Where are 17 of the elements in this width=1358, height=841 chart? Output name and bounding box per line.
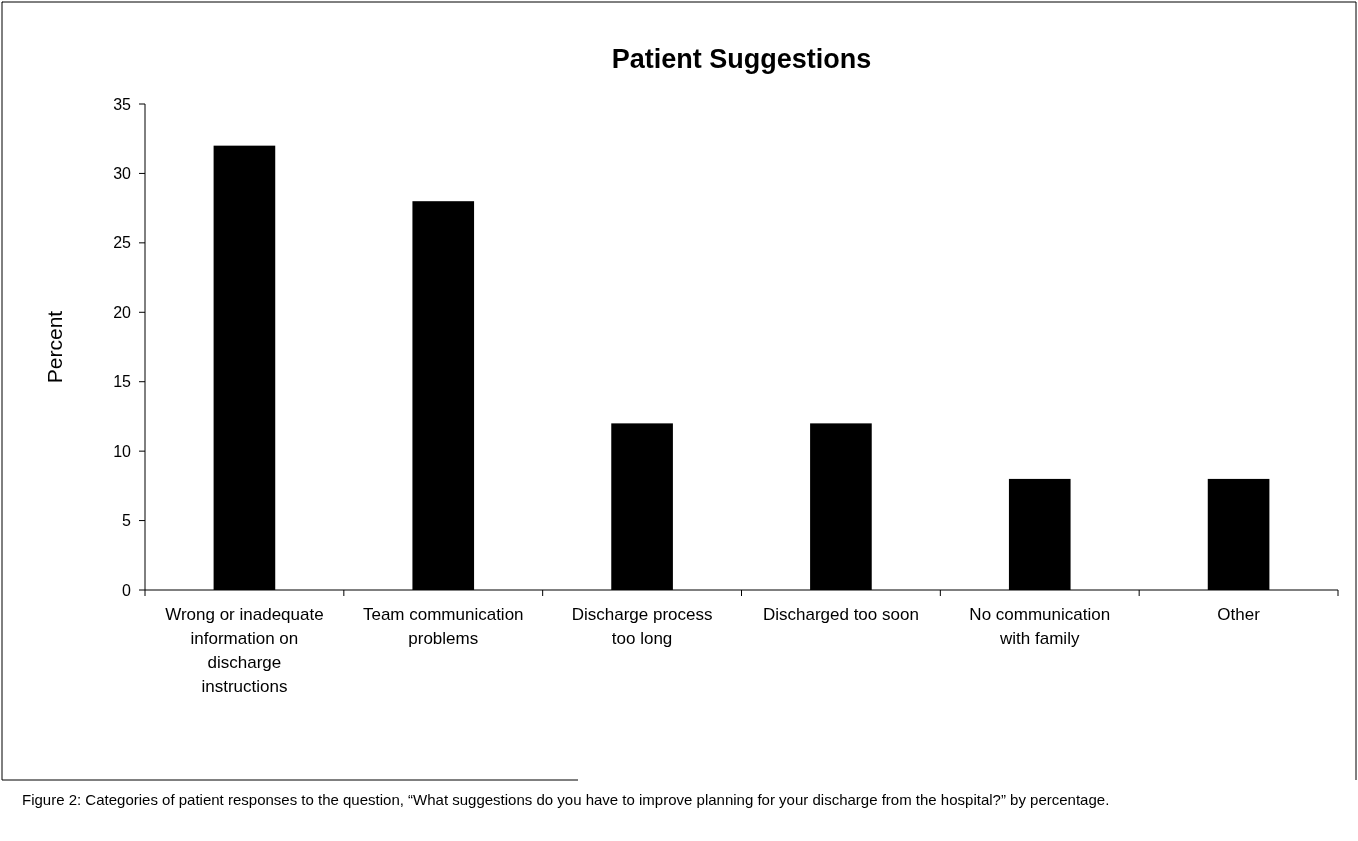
x-tick-label: Discharged too soon	[762, 605, 919, 624]
y-tick-label: 0	[122, 581, 132, 599]
y-tick-label: 30	[113, 165, 132, 183]
x-tick-label: Other	[1217, 605, 1261, 624]
y-tick-label: 25	[113, 234, 132, 252]
x-tick-label: Team communication problems	[362, 605, 524, 648]
x-tick-label: Discharge process too long	[571, 605, 713, 648]
x-tick-label: No communication with family	[969, 605, 1111, 648]
caption: Figure 2: Categories of patient responses to the question, “What suggestions do you have to improve planning for your discharge from the hospital?” by percentage.	[22, 791, 1110, 808]
y-tick-label: 15	[113, 373, 132, 391]
x-tick-label: Wrong or inadequate information on discharge instructions	[165, 605, 324, 696]
y-tick-label: 35	[113, 95, 132, 113]
chart-title: Patient Suggestions	[611, 44, 872, 74]
y-tick-label: 20	[113, 303, 132, 321]
y-tick-label: 10	[113, 442, 132, 460]
y-tick-label: 5	[122, 512, 132, 530]
y-axis-title: Percent	[43, 310, 66, 384]
